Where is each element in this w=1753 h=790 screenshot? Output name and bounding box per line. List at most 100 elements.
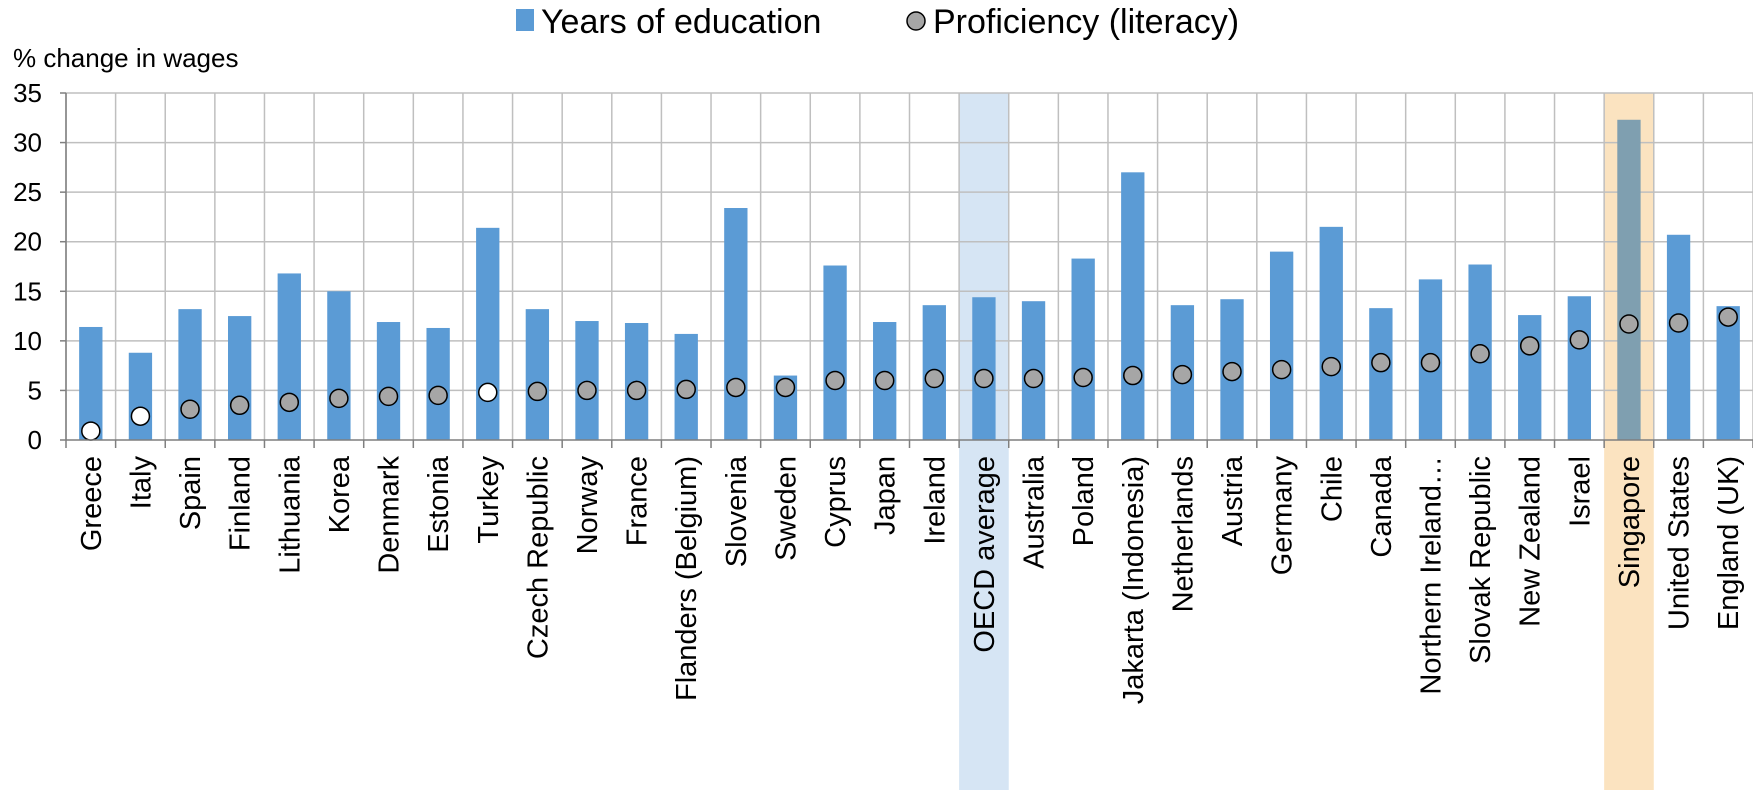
marker-cyprus — [825, 370, 845, 391]
bar-jakarta-indonesia — [1121, 172, 1145, 441]
legend: Years of education Proficiency (literacy… — [516, 3, 1239, 41]
bar-denmark — [376, 322, 401, 440]
x-category-label-slovenia: Slovenia — [721, 455, 753, 567]
marker-norway — [577, 380, 597, 401]
x-category-label-poland: Poland — [1068, 456, 1100, 546]
marker-denmark — [378, 386, 399, 407]
x-category-label-finland: Finland — [225, 456, 257, 551]
bar-chile — [1319, 226, 1343, 440]
marker-singapore — [1619, 314, 1639, 334]
legend-bar-swatch — [516, 9, 534, 31]
marker-new-zealand — [1519, 336, 1540, 356]
bar-canada — [1369, 308, 1393, 440]
x-category-label-israel: Israel — [1564, 456, 1596, 527]
y-tick-label-10: 10 — [13, 326, 42, 356]
marker-austria — [1222, 361, 1242, 382]
legend-label-years-of-education: Years of education — [541, 3, 821, 41]
marker-korea — [329, 388, 349, 409]
y-axis-label: % change in wages — [13, 43, 238, 73]
x-category-label-jakarta-indonesia: Jakarta (Indonesia) — [1118, 456, 1150, 704]
marker-england-uk — [1718, 307, 1738, 327]
bar-oecd-average — [972, 297, 996, 440]
bar-korea — [327, 291, 351, 440]
x-category-label-slovak-republic: Slovak Republic — [1465, 456, 1497, 664]
x-category-label-austria: Austria — [1217, 455, 1249, 546]
marker-japan — [874, 370, 895, 391]
marker-israel — [1569, 330, 1590, 350]
highlight-band-oecd-average — [959, 93, 1009, 790]
x-category-label-czech-republic: Czech Republic — [522, 456, 554, 659]
bar-finland — [228, 316, 252, 440]
x-category-label-chile: Chile — [1316, 456, 1348, 522]
bar-england-uk — [1716, 306, 1740, 440]
marker-germany — [1271, 359, 1292, 380]
axis-layer: 0 5 10 15 20 25 30 35 — [13, 78, 1753, 455]
marker-oecd-average — [974, 368, 994, 389]
x-category-label-northern-ireland: Northern Ireland… — [1415, 456, 1447, 695]
x-category-label-flanders-belgium: Flanders (Belgium) — [671, 456, 703, 701]
x-category-label-japan: Japan — [870, 456, 902, 535]
bar-new-zealand — [1518, 315, 1542, 440]
marker-chile — [1321, 356, 1341, 377]
bar-estonia — [426, 327, 450, 440]
y-tick-label-15: 15 — [13, 276, 42, 306]
grid-layer — [65, 92, 1753, 440]
marker-ireland — [924, 368, 945, 389]
y-tick-label-5: 5 — [28, 375, 42, 405]
legend-label-proficiency-literacy: Proficiency (literacy) — [933, 3, 1239, 41]
marker-canada — [1371, 352, 1391, 373]
x-category-label-ireland: Ireland — [919, 456, 951, 545]
marker-france — [626, 380, 647, 401]
marker-australia — [1023, 368, 1044, 389]
x-category-label-australia: Australia — [1019, 455, 1051, 569]
x-category-label-england-uk: England (UK) — [1713, 456, 1745, 630]
x-category-label-sweden: Sweden — [770, 456, 802, 561]
y-tick-label-30: 30 — [13, 128, 42, 158]
marker-italy — [130, 406, 151, 426]
bar-united-states — [1666, 234, 1691, 440]
marker-finland — [229, 395, 250, 416]
bar-cyprus — [823, 265, 847, 440]
marker-estonia — [428, 385, 448, 406]
bar-spain — [178, 309, 202, 440]
x-category-label-netherlands: Netherlands — [1167, 456, 1199, 612]
x-category-label-germany: Germany — [1267, 456, 1299, 576]
x-category-label-italy: Italy — [125, 456, 157, 510]
x-category-label-norway: Norway — [572, 456, 604, 555]
marker-netherlands — [1172, 364, 1193, 385]
bar-singapore — [1617, 119, 1641, 441]
bar-norway — [575, 321, 599, 440]
marker-jakarta-indonesia — [1123, 365, 1143, 386]
y-tick-label-20: 20 — [13, 227, 42, 257]
marker-turkey — [478, 382, 498, 403]
bar-poland — [1071, 258, 1095, 440]
marker-sweden — [775, 377, 796, 398]
bar-slovenia — [724, 208, 748, 440]
x-category-label-canada: Canada — [1366, 455, 1398, 557]
marker-flanders-belgium — [676, 379, 696, 400]
x-category-label-korea: Korea — [324, 455, 356, 533]
x-category-label-estonia: Estonia — [423, 455, 455, 553]
bar-italy — [128, 352, 153, 440]
marker-united-states — [1668, 313, 1689, 333]
marker-czech-republic — [527, 381, 548, 402]
bar-turkey — [476, 227, 500, 440]
bar-germany — [1269, 251, 1294, 440]
x-category-label-greece: Greece — [76, 456, 108, 551]
bar-israel — [1567, 296, 1591, 440]
x-category-label-lithuania: Lithuania — [274, 455, 306, 574]
x-category-label-denmark: Denmark — [374, 456, 406, 574]
y-tick-label-0: 0 — [28, 425, 42, 455]
marker-greece — [81, 421, 101, 441]
marker-layer — [81, 307, 1738, 441]
bar-czech-republic — [525, 309, 550, 440]
x-category-label-oecd-average: OECD average — [969, 456, 1001, 653]
bar-lithuania — [277, 273, 301, 440]
label-layer: Greece Italy Spain Finland Lithuania Korea Den… — [76, 455, 1745, 704]
marker-slovenia — [726, 377, 746, 398]
x-category-label-united-states: United States — [1664, 456, 1696, 630]
x-category-label-cyprus: Cyprus — [820, 456, 852, 548]
y-tick-label-35: 35 — [13, 78, 42, 108]
legend-marker-swatch — [906, 11, 926, 31]
